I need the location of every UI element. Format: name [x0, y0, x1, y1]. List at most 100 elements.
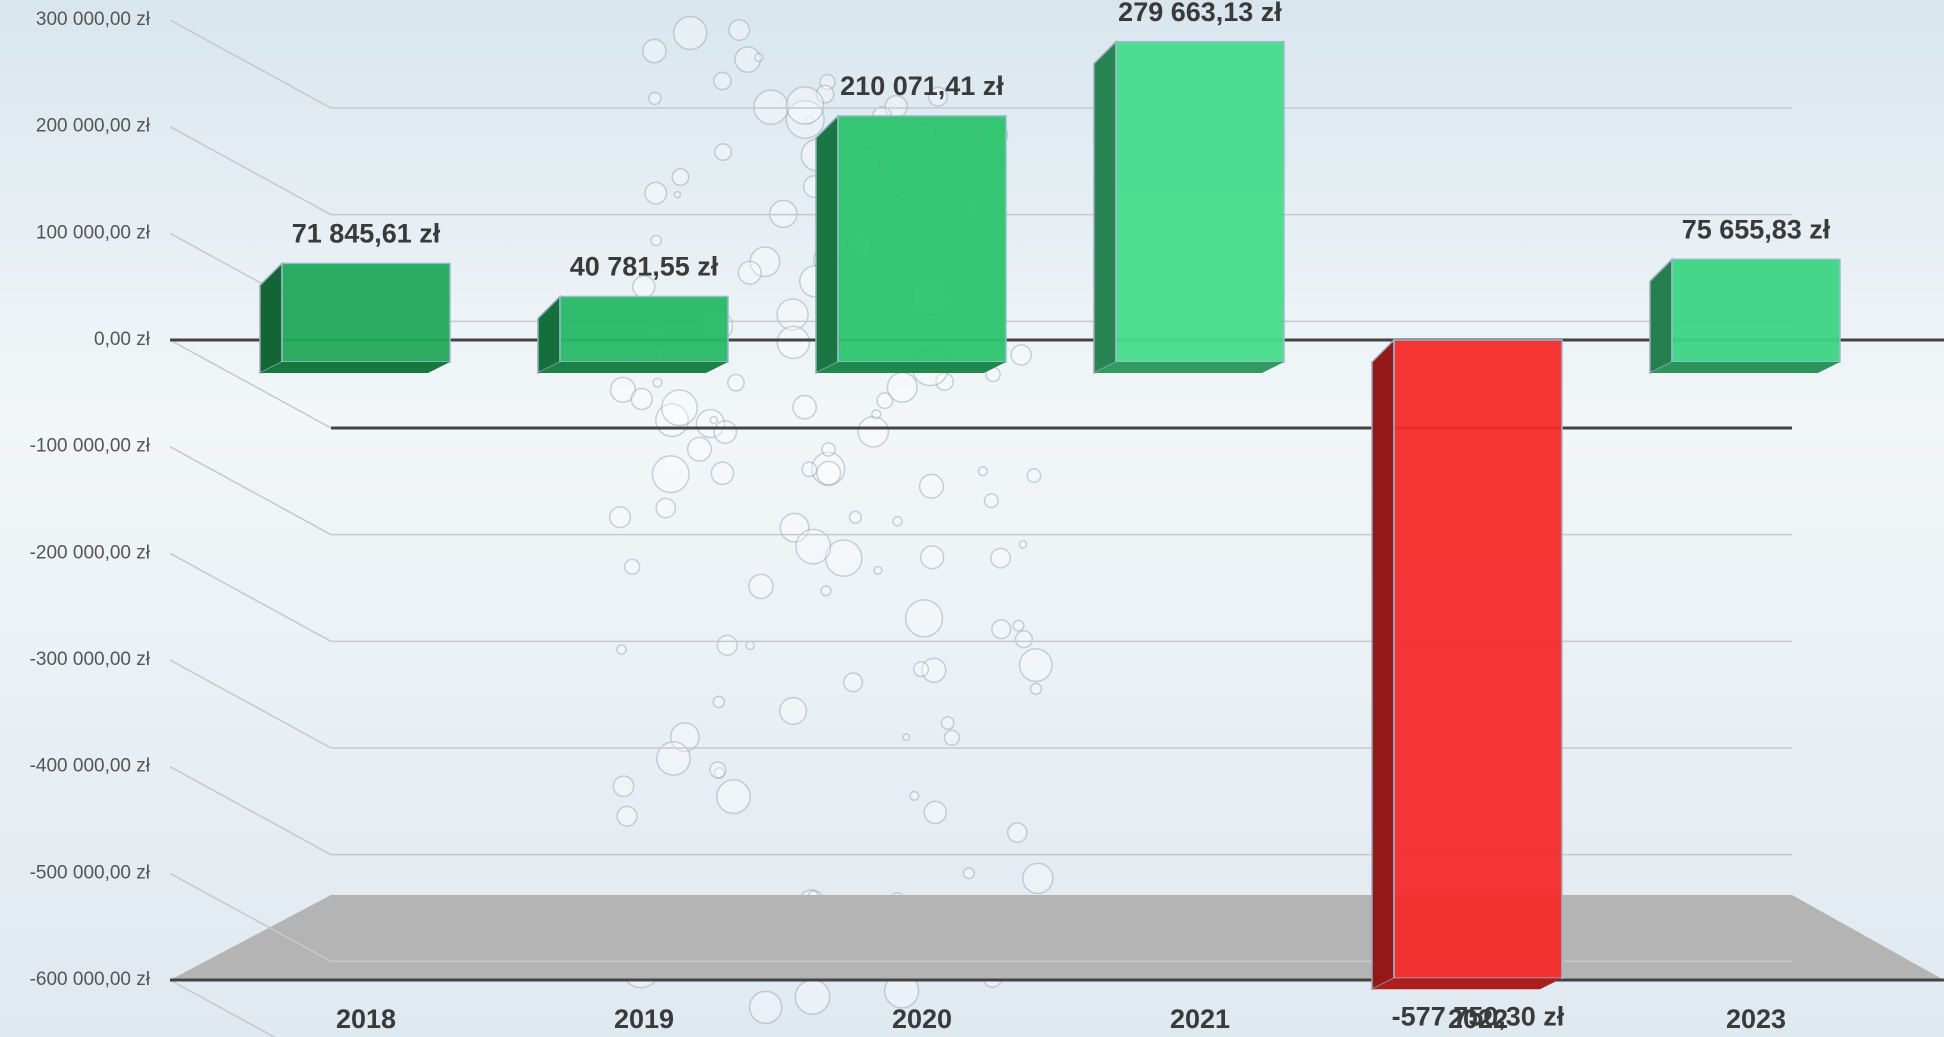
- grid-connector: [169, 659, 332, 749]
- bar-side: [1093, 39, 1117, 375]
- bubble: [612, 775, 635, 798]
- bubble: [769, 199, 798, 229]
- bubble: [927, 86, 949, 107]
- bubble: [857, 415, 890, 448]
- bubble: [795, 528, 832, 565]
- bubble: [753, 89, 789, 126]
- bubble: [801, 461, 818, 478]
- bubble: [919, 545, 945, 570]
- bubble: [1018, 540, 1028, 549]
- y-tick-label: 200 000,00 zł: [36, 116, 151, 137]
- x-tick-label: 2023: [1726, 1004, 1786, 1034]
- bubble: [671, 168, 690, 187]
- bubble: [902, 733, 911, 742]
- bubble: [873, 565, 883, 575]
- bubble: [714, 143, 733, 162]
- y-tick-label: -600 000,00 zł: [30, 969, 151, 990]
- bar-bottom: [538, 362, 728, 373]
- bubble: [672, 15, 708, 51]
- bubble: [804, 115, 814, 125]
- x-tick-label: 2019: [614, 1004, 674, 1034]
- bubble: [943, 729, 961, 746]
- bubble: [712, 71, 732, 91]
- bar-bottom: [1372, 978, 1562, 990]
- bubble: [652, 377, 663, 388]
- floor: [170, 895, 1944, 980]
- grid-connector: [169, 126, 332, 216]
- bubble: [824, 539, 863, 577]
- bubble: [904, 599, 944, 638]
- bubble: [776, 298, 809, 331]
- bubble: [779, 696, 808, 726]
- bubble: [651, 455, 690, 494]
- bubble: [821, 442, 836, 457]
- bar: [559, 295, 729, 363]
- bubble: [990, 547, 1012, 569]
- bubble: [792, 394, 817, 420]
- bubble: [686, 436, 712, 462]
- value-label: 75 655,83 zł: [1682, 214, 1831, 244]
- bubble: [616, 805, 638, 827]
- bubble: [642, 38, 667, 64]
- bar-bottom: [816, 362, 1006, 373]
- bubble: [819, 73, 836, 91]
- bubble: [962, 867, 975, 880]
- bubble: [977, 466, 988, 477]
- bubble: [794, 979, 831, 1015]
- bar: [1393, 339, 1563, 980]
- bubble: [913, 661, 930, 678]
- value-label: 71 845,61 zł: [292, 218, 441, 248]
- bubble: [1022, 862, 1054, 895]
- grid-connector: [169, 766, 332, 856]
- bubble: [713, 420, 738, 444]
- y-tick-label: -200 000,00 zł: [30, 542, 151, 563]
- y-tick-label: -400 000,00 zł: [30, 756, 151, 777]
- bubble: [892, 516, 903, 527]
- bubble: [734, 46, 762, 73]
- bar: [1671, 258, 1841, 363]
- bar: [837, 115, 1007, 363]
- grid-connector: [169, 339, 332, 429]
- bubble: [709, 761, 727, 779]
- bar-side: [815, 114, 839, 375]
- bubble: [816, 460, 842, 486]
- bubble: [1026, 468, 1042, 484]
- bubble: [940, 716, 955, 731]
- bubble: [1010, 344, 1032, 366]
- grid-connector: [169, 872, 332, 962]
- bubble: [785, 99, 825, 140]
- bar-side: [1371, 338, 1395, 991]
- bubble: [776, 325, 811, 360]
- bubble: [748, 573, 774, 600]
- grid-connector: [169, 446, 332, 536]
- bubble: [876, 392, 894, 410]
- grid-connector: [169, 19, 332, 109]
- bubble: [754, 52, 764, 63]
- bubble: [608, 506, 632, 529]
- bubble: [1012, 619, 1025, 632]
- bubble: [630, 387, 653, 411]
- bar: [281, 262, 451, 363]
- bubble: [716, 779, 752, 815]
- bubble: [737, 260, 762, 285]
- bar-bottom: [260, 362, 450, 373]
- bubble: [609, 376, 637, 403]
- bubble: [673, 190, 682, 199]
- bubble: [785, 86, 825, 125]
- y-tick-label: -100 000,00 zł: [30, 436, 151, 457]
- bubble: [644, 181, 668, 205]
- value-label: 279 663,13 zł: [1118, 0, 1282, 27]
- bubble: [713, 767, 726, 779]
- bubble: [749, 246, 781, 278]
- bubble: [1014, 630, 1033, 649]
- bubble: [820, 585, 832, 597]
- bubble: [656, 741, 691, 776]
- grid-connector: [169, 552, 332, 642]
- value-label: 210 071,41 zł: [840, 71, 1004, 101]
- x-tick-label: 2018: [336, 1004, 396, 1034]
- bubble: [843, 672, 864, 693]
- bubble: [921, 657, 947, 683]
- y-tick-label: -500 000,00 zł: [30, 862, 151, 883]
- bubble: [748, 990, 783, 1025]
